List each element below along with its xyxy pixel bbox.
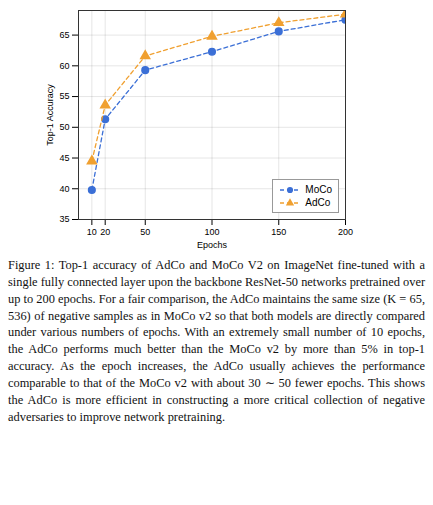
svg-text:Top-1 Accuracy: Top-1 Accuracy — [45, 84, 55, 146]
svg-text:100: 100 — [204, 227, 219, 237]
svg-text:150: 150 — [271, 227, 286, 237]
svg-text:45: 45 — [59, 153, 69, 163]
svg-text:65: 65 — [59, 30, 69, 40]
svg-text:55: 55 — [59, 91, 69, 101]
html-text:Figure 1: Top-1 accuracy of Ad: Figure 1: Top-1 accuracy of AdCo and MoC… — [8, 258, 425, 424]
svg-text:60: 60 — [59, 61, 69, 71]
svg-text:20: 20 — [100, 227, 110, 237]
svg-text:40: 40 — [59, 184, 69, 194]
svg-text:50: 50 — [140, 227, 150, 237]
html-text:MoCo: MoCo — [305, 184, 332, 195]
svg-text:200: 200 — [338, 227, 353, 237]
svg-text:10: 10 — [87, 227, 97, 237]
html-text:AdCo: AdCo — [305, 197, 331, 208]
svg-text:Epochs: Epochs — [197, 240, 228, 250]
svg-text:50: 50 — [59, 122, 69, 132]
svg-text:35: 35 — [59, 214, 69, 224]
